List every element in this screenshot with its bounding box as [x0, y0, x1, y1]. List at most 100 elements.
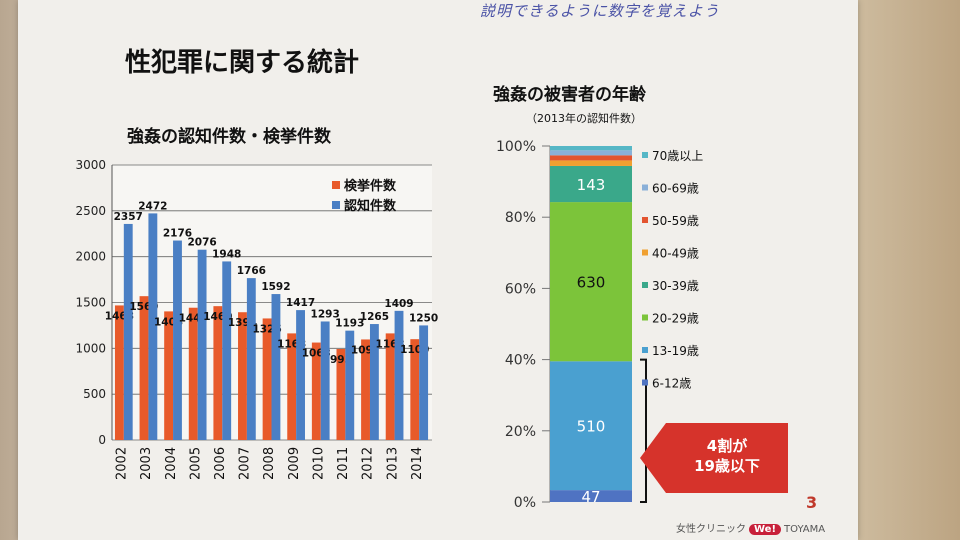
- segment-30-39歳: [550, 165, 632, 203]
- footer-suffix: TOYAMA: [784, 524, 826, 535]
- bar-arrest: [238, 312, 247, 440]
- data-label: 1250: [409, 312, 438, 324]
- bar-recognized: [148, 213, 158, 440]
- legend-label: 検挙件数: [344, 178, 397, 194]
- legend-swatch: [642, 347, 648, 353]
- legend-label: 30-39歳: [652, 279, 699, 293]
- y-tick-label: 0: [98, 433, 106, 447]
- bar-recognized: [222, 261, 232, 440]
- bar-arrest: [336, 348, 346, 440]
- y-tick-label: 20%: [505, 424, 536, 440]
- x-tick-label: 2010: [311, 447, 326, 480]
- data-label: 2176: [163, 228, 192, 240]
- bar-arrest: [213, 306, 223, 440]
- footer-logo: 女性クリニック We! TOYAMA: [676, 520, 825, 535]
- callout-arrow: [640, 423, 788, 493]
- callout-text: 4割が 19歳以下: [694, 437, 760, 475]
- bar-recognized: [394, 310, 404, 440]
- y-tick-label: 1500: [75, 296, 106, 310]
- bar-recognized: [173, 240, 182, 440]
- y-tick-label: 0%: [514, 495, 536, 511]
- x-tick-label: 2013: [385, 447, 400, 480]
- x-tick-label: 2004: [164, 447, 179, 480]
- bar-recognized: [197, 249, 207, 440]
- segment-13-19歳: [550, 361, 632, 491]
- bar-arrest: [385, 333, 395, 440]
- legend-swatch: [332, 181, 340, 189]
- x-tick-label: 2005: [188, 447, 203, 480]
- bar-arrest: [287, 333, 297, 440]
- desk-edge: [858, 0, 960, 540]
- segment-label: 47: [581, 488, 600, 506]
- legend-swatch: [642, 217, 648, 223]
- data-label: 1409: [384, 298, 413, 310]
- x-tick-label: 2009: [287, 447, 302, 480]
- data-label: 1766: [237, 265, 266, 277]
- footer-brand: We!: [749, 524, 782, 535]
- legend-swatch: [642, 379, 648, 386]
- bar-recognized: [123, 223, 133, 440]
- data-label: 1948: [212, 248, 241, 260]
- legend-label: 40-49歳: [652, 247, 699, 261]
- data-label: 1592: [261, 281, 290, 293]
- bar-arrest: [410, 339, 420, 440]
- bar-arrest: [139, 296, 149, 440]
- y-tick-label: 80%: [505, 210, 536, 226]
- y-tick-label: 40%: [505, 353, 536, 369]
- data-label: 1293: [311, 308, 340, 320]
- y-tick-label: 500: [83, 387, 106, 401]
- x-tick-label: 2007: [238, 447, 253, 480]
- segment-label: 630: [577, 274, 606, 292]
- crime-count-chart: 0500100015002000250030001468235720021569…: [75, 158, 438, 480]
- segment-20-29歳: [550, 202, 632, 362]
- legend-swatch: [642, 314, 648, 321]
- bar-arrest: [262, 318, 272, 440]
- legend-label: 6-12歳: [652, 377, 691, 391]
- victim-age-chart: 0% 20% 40% 60% 80% 100% 47 510 630 143 70歳以上 60-69歳…: [496, 139, 703, 511]
- x-tick-label: 2014: [410, 447, 425, 480]
- segment-label: 143: [577, 176, 606, 194]
- legend-label: 60-69歳: [652, 182, 699, 196]
- y-tick-label: 3000: [75, 158, 106, 172]
- data-label: 2076: [187, 237, 216, 249]
- segment-40-49歳: [550, 160, 632, 166]
- handwritten-note: 説明できるように数字を覚えよう: [480, 2, 720, 20]
- legend-label: 認知件数: [344, 198, 397, 214]
- segment-70歳以上: [550, 146, 632, 151]
- right-chart-subtitle: （2013年の認知件数）: [526, 112, 642, 125]
- y-tick-label: 60%: [505, 281, 536, 297]
- y-tick-label: 2000: [75, 250, 106, 264]
- y-tick-label: 2500: [75, 204, 106, 218]
- x-tick-label: 2006: [213, 447, 228, 480]
- legend-swatch: [642, 282, 648, 288]
- bar-arrest: [361, 339, 370, 440]
- segment-label: 510: [577, 418, 606, 436]
- data-label: 1417: [286, 297, 315, 309]
- bar-recognized: [369, 324, 379, 440]
- segment-6-12歳: [550, 490, 632, 502]
- y-tick-label: 1000: [75, 341, 106, 355]
- footer-prefix: 女性クリニック: [676, 524, 746, 535]
- legend-label: 13-19歳: [652, 344, 699, 358]
- x-tick-label: 2011: [336, 447, 351, 480]
- data-label: 1265: [360, 311, 389, 323]
- data-label: 1193: [335, 318, 364, 330]
- bar-recognized: [320, 321, 330, 440]
- x-tick-label: 2012: [361, 447, 376, 480]
- x-tick-label: 2008: [262, 447, 277, 480]
- segment-60-69歳: [550, 150, 632, 156]
- right-chart-title: 強姦の被害者の年齢: [493, 85, 646, 105]
- bar-arrest: [188, 307, 198, 440]
- bracket: [640, 358, 647, 503]
- legend-label: 70歳以上: [652, 149, 703, 163]
- x-tick-label: 2002: [115, 447, 130, 480]
- slide-title: 性犯罪に関する統計: [125, 48, 360, 78]
- bar-recognized: [246, 278, 256, 440]
- y-tick-label: 100%: [496, 139, 536, 155]
- legend-swatch: [642, 152, 648, 158]
- bar-recognized: [271, 294, 281, 440]
- bar-arrest: [114, 305, 124, 440]
- data-label: 2472: [138, 200, 167, 212]
- bar-arrest: [164, 311, 174, 440]
- legend-label: 50-59歳: [652, 214, 699, 228]
